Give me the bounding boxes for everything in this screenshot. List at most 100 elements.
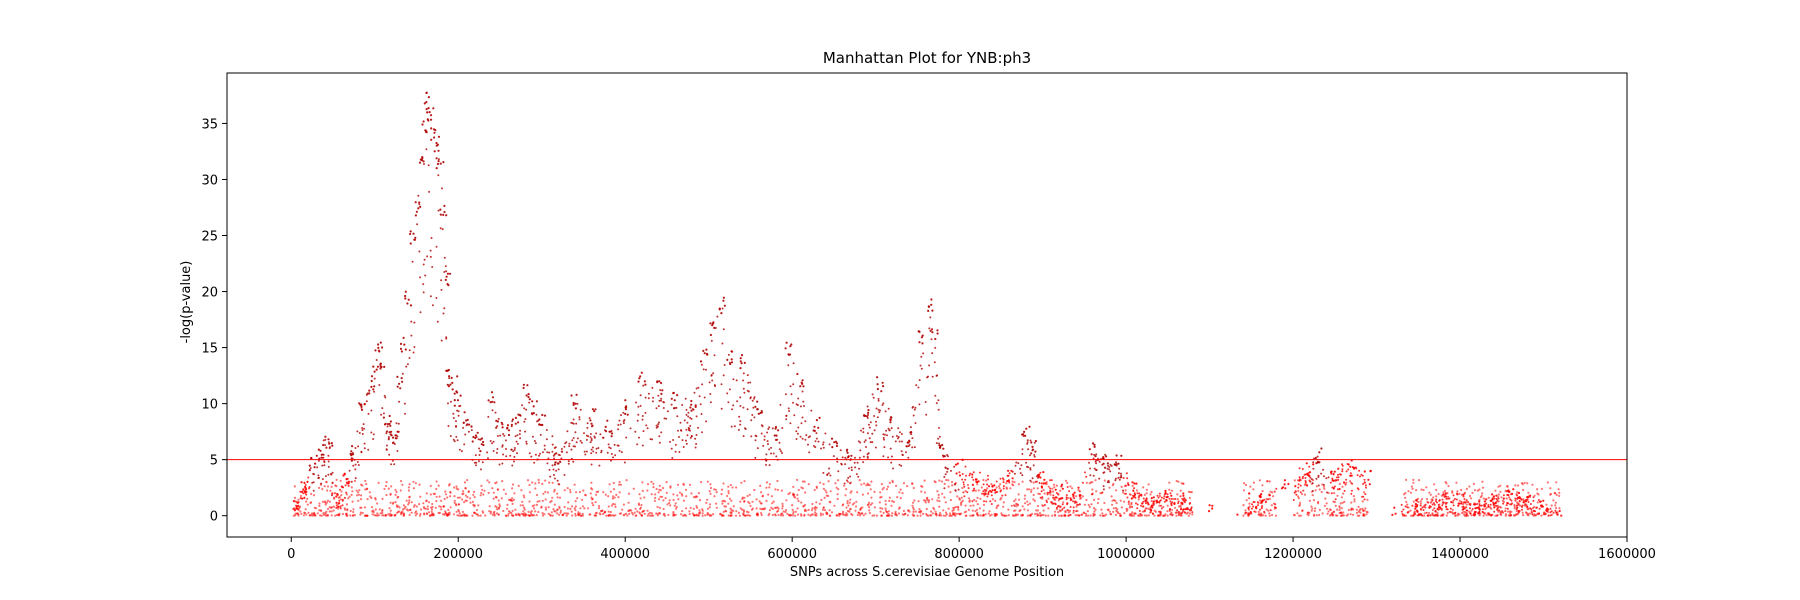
snp-point xyxy=(863,414,866,417)
snp-point xyxy=(398,382,401,385)
snp-point xyxy=(770,495,774,498)
snp-point xyxy=(887,456,890,459)
snp-point xyxy=(334,484,337,487)
snp-point xyxy=(1318,488,1321,491)
snp-point xyxy=(868,506,871,509)
snp-point xyxy=(654,496,657,500)
snp-point xyxy=(1359,511,1362,514)
snp-point xyxy=(874,446,877,449)
snp-point xyxy=(1033,455,1036,458)
snp-point xyxy=(429,295,432,298)
snp-point xyxy=(826,473,829,476)
snp-point xyxy=(628,512,631,516)
snp-point xyxy=(1049,493,1052,496)
snp-point xyxy=(544,498,547,501)
snp-point xyxy=(1265,508,1268,511)
snp-point xyxy=(1089,514,1092,517)
snp-point xyxy=(1490,499,1493,502)
snp-point xyxy=(677,498,680,501)
snp-point xyxy=(414,236,417,239)
snp-point xyxy=(505,448,507,450)
snp-point xyxy=(896,496,899,499)
snp-point xyxy=(1412,500,1415,503)
snp-point xyxy=(789,385,792,388)
snp-point xyxy=(855,500,858,503)
snp-point xyxy=(1114,479,1117,482)
snp-point xyxy=(1295,493,1298,496)
snp-point xyxy=(1334,498,1337,501)
snp-point xyxy=(501,445,504,448)
snp-point xyxy=(412,480,415,483)
snp-point xyxy=(841,456,844,459)
snp-point xyxy=(1336,488,1339,491)
snp-point xyxy=(1309,476,1312,479)
snp-point xyxy=(1532,514,1535,517)
snp-point xyxy=(363,402,366,406)
snp-point xyxy=(985,500,988,503)
snp-point xyxy=(1469,512,1472,515)
snp-point xyxy=(598,464,601,467)
snp-point xyxy=(370,431,373,434)
snp-point xyxy=(1029,514,1032,517)
snp-point xyxy=(1402,508,1405,511)
snp-point xyxy=(1083,503,1086,506)
snp-point xyxy=(431,304,434,307)
snp-point xyxy=(524,513,527,517)
snp-point xyxy=(1320,490,1323,494)
snp-point xyxy=(990,482,993,486)
snp-point xyxy=(755,498,758,501)
snp-point xyxy=(537,481,541,484)
snp-point xyxy=(1242,489,1245,492)
snp-point xyxy=(638,493,641,496)
snp-point xyxy=(436,320,439,323)
snp-point xyxy=(1264,514,1267,517)
snp-point xyxy=(644,383,647,386)
snp-point xyxy=(866,482,869,485)
snp-point xyxy=(1517,502,1520,505)
snp-point xyxy=(1308,465,1311,468)
snp-point xyxy=(1298,467,1301,470)
snp-point xyxy=(1359,475,1361,478)
snp-point xyxy=(638,377,641,380)
snp-point xyxy=(465,499,468,502)
snp-point xyxy=(740,362,743,365)
snp-point xyxy=(1483,500,1486,503)
snp-point xyxy=(556,479,559,482)
snp-point xyxy=(377,481,380,484)
snp-point xyxy=(515,440,518,443)
snp-point xyxy=(674,513,677,516)
snp-point xyxy=(887,407,890,410)
snp-point xyxy=(1105,513,1108,516)
snp-point xyxy=(1021,513,1024,517)
snp-point xyxy=(463,513,466,516)
snp-point xyxy=(299,490,302,493)
snp-point xyxy=(1466,514,1469,517)
snp-point xyxy=(320,509,323,512)
snp-point xyxy=(575,491,578,494)
snp-point xyxy=(482,493,485,496)
snp-point xyxy=(1326,491,1329,494)
snp-point xyxy=(314,462,317,465)
snp-point xyxy=(319,514,322,517)
snp-point xyxy=(790,343,793,346)
snp-point xyxy=(1404,514,1408,517)
snp-point xyxy=(690,399,693,403)
snp-point xyxy=(1090,493,1094,496)
snp-point xyxy=(1031,445,1034,448)
snp-point xyxy=(491,409,494,412)
snp-point xyxy=(772,500,775,503)
snp-point xyxy=(393,443,396,445)
snp-point xyxy=(915,384,918,387)
snp-point xyxy=(366,514,369,517)
snp-point xyxy=(1171,508,1174,511)
snp-point xyxy=(567,460,570,463)
snp-point xyxy=(1361,507,1364,510)
snp-point xyxy=(912,514,915,517)
snp-point xyxy=(618,419,621,422)
snp-point xyxy=(1017,493,1020,496)
snp-point xyxy=(1063,506,1066,509)
snp-point xyxy=(418,201,421,204)
snp-point xyxy=(1465,506,1468,509)
snp-point xyxy=(517,484,520,487)
